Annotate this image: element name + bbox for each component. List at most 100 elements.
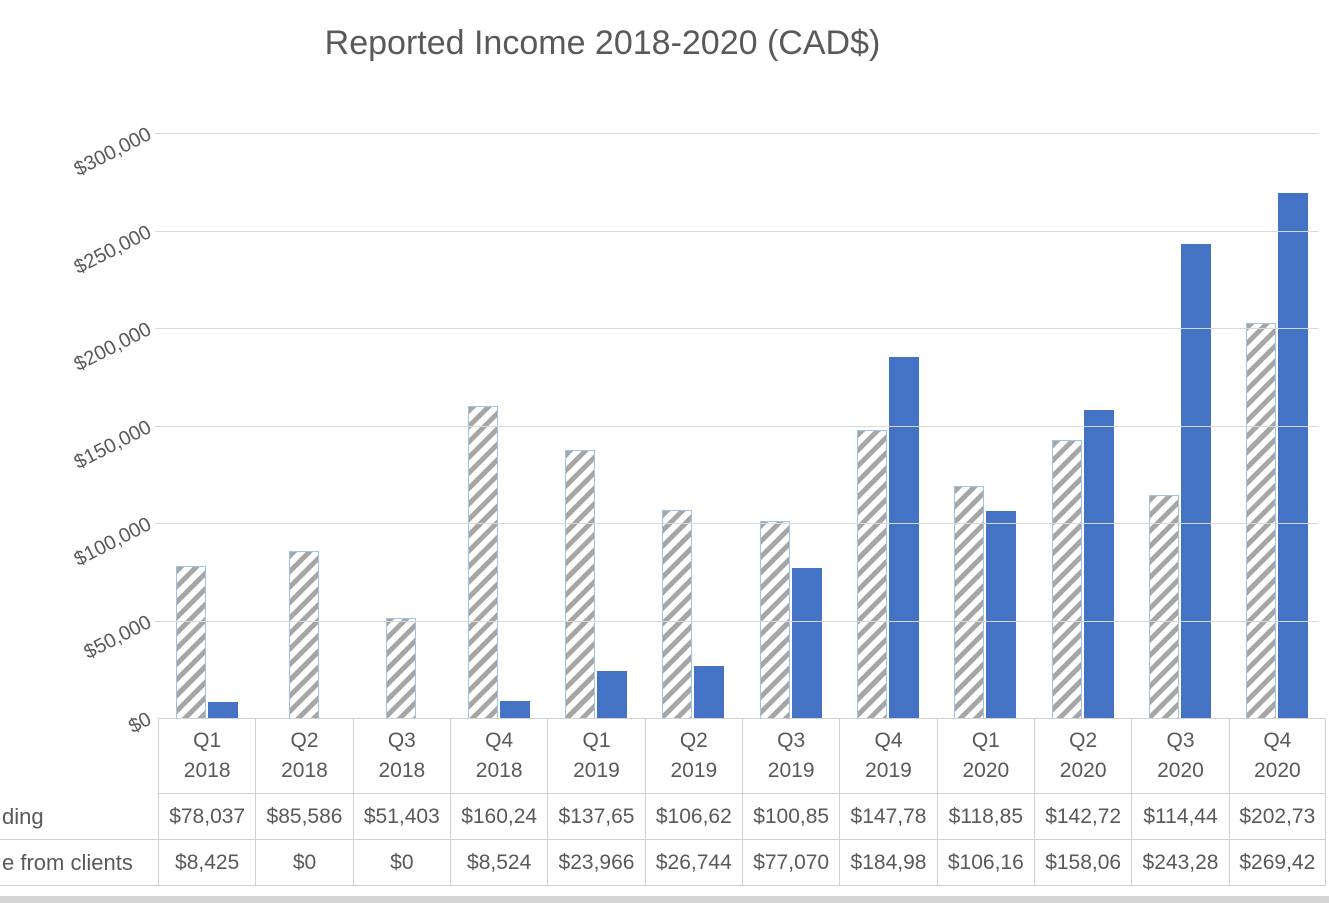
bar-group — [1034, 133, 1131, 718]
year-label: 2019 — [865, 759, 912, 782]
quarter-label: Q1 — [971, 728, 1000, 752]
year-label: 2018 — [475, 759, 523, 782]
table-cell: $106,16 — [936, 840, 1034, 886]
x-axis-category-row: Q1 2018 Q2 2018 Q3 2018 Q4 2018 Q1 2019 Q2 2019 Q3 20… — [158, 718, 1326, 794]
table-cell: $77,070 — [742, 840, 840, 886]
bar-series1 — [1148, 495, 1179, 718]
table-cell: $184,98 — [839, 840, 937, 886]
table-cell: $85,586 — [255, 794, 353, 840]
y-axis-tick-label: $200,000 — [70, 318, 155, 376]
bar-series-container — [158, 133, 1326, 718]
gridline — [155, 328, 1318, 329]
plot-area — [155, 133, 1318, 718]
table-cell: $147,78 — [839, 794, 937, 840]
bar-group — [1131, 133, 1228, 718]
bar-group — [450, 133, 547, 718]
bar-group — [255, 133, 352, 718]
y-axis-tick-label: $0 — [125, 708, 155, 738]
bar-group — [547, 133, 644, 718]
table-cell: $0 — [255, 840, 353, 886]
x-axis-category-cell: Q2 2020 — [1034, 718, 1132, 794]
x-axis-category-cell: Q1 2020 — [936, 718, 1034, 794]
bar-series2 — [1180, 244, 1211, 718]
quarter-label: Q3 — [1166, 728, 1195, 752]
y-axis-tick-label: $150,000 — [70, 416, 155, 474]
bar-series1 — [288, 551, 319, 718]
x-axis-category-cell: Q2 2018 — [255, 718, 353, 794]
y-axis-tick-label: $100,000 — [70, 513, 155, 571]
year-label: 2020 — [962, 759, 1010, 782]
table-cell: $160,24 — [450, 794, 548, 840]
bar-series1 — [467, 406, 498, 718]
quarter-label: Q3 — [387, 728, 416, 752]
bar-series2 — [207, 702, 238, 718]
table-cell: $51,403 — [352, 794, 450, 840]
bar-series1 — [386, 618, 417, 718]
quarter-label: Q4 — [874, 728, 903, 752]
quarter-label: Q2 — [290, 728, 319, 752]
gridline — [155, 523, 1318, 524]
quarter-label: Q2 — [679, 728, 708, 752]
bar-series1 — [759, 521, 790, 718]
table-cell: $158,06 — [1034, 840, 1132, 886]
window-edge-strip — [0, 896, 1329, 903]
year-label: 2018 — [378, 759, 426, 782]
gridline — [155, 621, 1318, 622]
bar-group — [937, 133, 1034, 718]
table-cell: $106,62 — [644, 794, 742, 840]
bar-group — [1229, 133, 1326, 718]
bar-series2 — [499, 701, 530, 718]
table-cell: $243,28 — [1131, 840, 1229, 886]
table-cell: $78,037 — [158, 794, 256, 840]
bar-group — [839, 133, 936, 718]
bar-series2 — [596, 671, 627, 718]
bar-series2 — [694, 666, 725, 718]
y-axis-tick-label: $50,000 — [80, 611, 155, 664]
bar-series1 — [954, 486, 985, 718]
x-axis-category-cell: Q2 2019 — [644, 718, 742, 794]
x-axis-category-cell: Q3 2019 — [742, 718, 840, 794]
table-cell: $269,42 — [1228, 840, 1326, 886]
table-cell: $114,44 — [1131, 794, 1229, 840]
table-cell: $8,425 — [158, 840, 256, 886]
table-cell: $23,966 — [547, 840, 645, 886]
gridline — [155, 133, 1318, 134]
quarter-label: Q1 — [193, 728, 222, 752]
table-cell: $142,72 — [1034, 794, 1132, 840]
y-axis-tick-label: $300,000 — [70, 123, 155, 181]
bar-group — [742, 133, 839, 718]
bar-series1 — [662, 510, 693, 718]
table-cell: $8,524 — [450, 840, 548, 886]
bar-series2 — [888, 357, 919, 718]
table-cell: $100,85 — [742, 794, 840, 840]
year-label: 2020 — [1253, 759, 1301, 782]
x-axis-category-cell: Q3 2018 — [352, 718, 450, 794]
x-axis-category-cell: Q4 2018 — [450, 718, 548, 794]
year-label: 2020 — [1157, 759, 1204, 782]
bar-group — [158, 133, 255, 718]
bar-group — [645, 133, 742, 718]
bar-series2 — [791, 568, 822, 718]
table-cell: $137,65 — [547, 794, 645, 840]
x-axis-category-cell: Q1 2018 — [158, 718, 256, 794]
bar-series1 — [564, 450, 595, 718]
bar-series1 — [856, 430, 887, 718]
table-row-label: e from clients — [0, 840, 158, 886]
x-axis-category-cell: Q3 2020 — [1131, 718, 1229, 794]
year-label: 2019 — [767, 759, 815, 782]
year-label: 2020 — [1059, 759, 1107, 782]
quarter-label: Q4 — [485, 728, 514, 752]
x-axis-category-cell: Q1 2019 — [547, 718, 645, 794]
year-label: 2018 — [281, 759, 328, 782]
quarter-label: Q1 — [582, 728, 611, 752]
gridline — [155, 426, 1318, 427]
table-row-label: ding — [0, 794, 158, 840]
y-axis-tick-label: $250,000 — [70, 221, 155, 279]
bar-series1 — [1246, 323, 1277, 718]
bar-series1 — [175, 566, 206, 718]
table-cell: $118,85 — [936, 794, 1034, 840]
bar-series2 — [1278, 193, 1309, 718]
quarter-label: Q3 — [777, 728, 806, 752]
chart-title: Reported Income 2018-2020 (CAD$) — [324, 24, 881, 62]
